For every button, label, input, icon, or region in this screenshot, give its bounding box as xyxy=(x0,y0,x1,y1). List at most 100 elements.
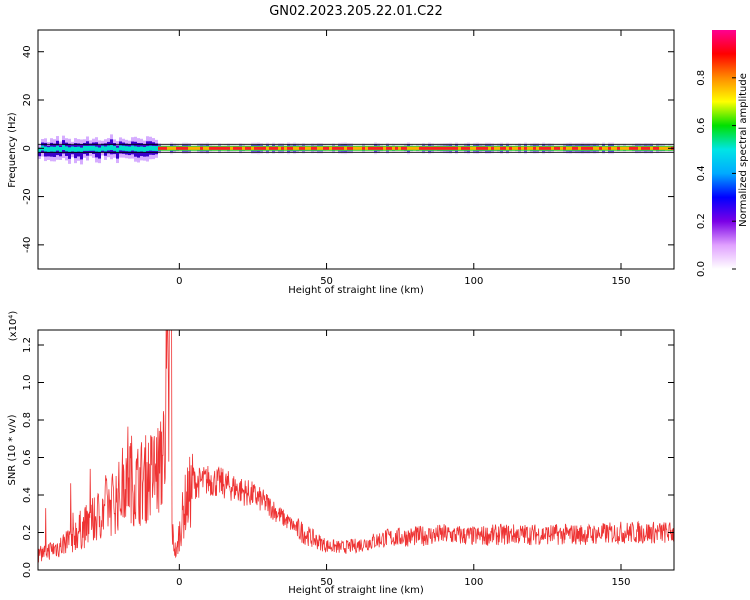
heatmap-cell xyxy=(539,146,542,150)
heatmap-cell xyxy=(209,146,212,150)
heatmap-cell xyxy=(452,146,455,150)
heatmap-cell xyxy=(371,146,374,150)
heatmap-cell xyxy=(662,146,665,150)
heatmap-cell xyxy=(497,146,500,150)
heatmap-cell xyxy=(389,146,392,150)
heatmap-cell xyxy=(311,146,314,150)
colorbar-scale xyxy=(712,30,736,269)
heatmap-cell xyxy=(251,146,254,150)
heatmap-cell xyxy=(461,146,464,150)
heatmap-cell xyxy=(125,146,128,152)
heatmap-cell xyxy=(473,146,476,150)
heatmap-cell xyxy=(530,146,533,150)
heatmap-cell xyxy=(635,146,638,150)
heatmap-cell xyxy=(428,146,431,150)
heatmap-cell xyxy=(338,146,341,150)
heatmap-cell xyxy=(284,146,287,150)
colorbar-tick-label: 0.8 xyxy=(696,70,707,86)
heatmap-cell xyxy=(266,146,269,150)
heatmap-cell xyxy=(302,146,305,150)
heatmap-cell xyxy=(398,146,401,150)
x-tick-label: 150 xyxy=(611,276,630,287)
heatmap-cell xyxy=(464,146,467,150)
y-tick-label: 0.6 xyxy=(22,450,33,466)
heatmap-cell xyxy=(446,146,449,150)
heatmap-cell xyxy=(524,146,527,150)
heatmap-cell xyxy=(545,146,548,150)
heatmap-cell xyxy=(239,146,242,150)
heatmap-cell xyxy=(665,146,668,150)
heatmap-cell xyxy=(365,146,368,150)
heatmap-cell xyxy=(404,146,407,150)
heatmap-cell xyxy=(182,146,185,150)
heatmap-cell xyxy=(290,146,293,150)
heatmap-cell xyxy=(260,146,263,150)
heatmap-cell xyxy=(590,146,593,150)
heatmap-cell xyxy=(95,146,98,152)
heatmap-cell xyxy=(230,146,233,150)
y-tick-label: 0.2 xyxy=(22,525,33,541)
y-tick-label: 0 xyxy=(22,145,33,151)
colorbar-ticks: 0.0 0.2 0.4 0.6 0.8 xyxy=(696,70,736,277)
heatmap-cell xyxy=(314,146,317,150)
spectrogram-axes: 0 50 100 150 40 20 0 -20 -40 xyxy=(22,30,674,287)
heatmap-cell xyxy=(551,146,554,150)
heatmap-cell xyxy=(425,146,428,150)
heatmap-cell xyxy=(449,146,452,150)
heatmap-cell xyxy=(626,146,629,150)
heatmap-cell xyxy=(563,146,566,150)
heatmap-cell xyxy=(383,146,386,150)
heatmap-cell xyxy=(131,145,134,151)
heatmap-cell xyxy=(140,146,143,152)
snr-scale-label: (x10⁴) xyxy=(8,311,19,342)
heatmap-cell xyxy=(557,146,560,150)
heatmap-cell xyxy=(413,146,416,150)
heatmap-cell xyxy=(605,146,608,150)
spectrogram-panel: 0 50 100 150 40 20 0 -20 -40 Height of straight … xyxy=(7,29,675,296)
heatmap-cell xyxy=(218,146,221,150)
heatmap-cell xyxy=(215,146,218,150)
y-tick-label: 40 xyxy=(22,45,33,58)
heatmap-cell xyxy=(521,146,524,150)
x-tick-label: 150 xyxy=(611,577,630,588)
heatmap-cell xyxy=(359,146,362,150)
heatmap-cell xyxy=(56,145,59,151)
heatmap-cell xyxy=(335,146,338,150)
heatmap-cell xyxy=(248,146,251,150)
snr-x-label: Height of straight line (km) xyxy=(288,585,424,596)
heatmap-cell xyxy=(281,146,284,150)
heatmap-cell xyxy=(443,146,446,150)
heatmap-cell xyxy=(623,146,626,150)
heatmap-cell xyxy=(329,146,332,150)
heatmap-cell xyxy=(62,145,65,151)
heatmap-cell xyxy=(380,146,383,150)
x-tick-label: 0 xyxy=(176,276,182,287)
heatmap-cell xyxy=(299,146,302,150)
heatmap-cell xyxy=(437,146,440,150)
heatmap-cell xyxy=(188,146,191,150)
heatmap-cell xyxy=(632,146,635,150)
heatmap-cell xyxy=(305,146,308,150)
heatmap-cell xyxy=(53,146,56,152)
heatmap-cell xyxy=(113,145,116,151)
heatmap-cell xyxy=(515,146,518,150)
heatmap-cell xyxy=(74,146,77,152)
heatmap-cell xyxy=(638,146,641,150)
heatmap-cell xyxy=(134,146,137,152)
heatmap-cell xyxy=(158,146,161,150)
heatmap-cell xyxy=(659,146,662,150)
y-tick-label: 0.4 xyxy=(22,487,33,503)
colorbar-tick-label: 0.4 xyxy=(696,165,707,181)
heatmap-cell xyxy=(566,146,569,150)
heatmap-cell xyxy=(221,146,224,150)
heatmap-cell xyxy=(47,147,50,153)
heatmap-cell xyxy=(587,146,590,150)
heatmap-cell xyxy=(59,147,62,153)
heatmap-cell xyxy=(86,145,89,151)
y-tick-label: -40 xyxy=(22,237,33,253)
heatmap-cell xyxy=(257,146,260,150)
snr-plot-area xyxy=(38,330,674,570)
heatmap-cell xyxy=(431,146,434,150)
heatmap-cell xyxy=(287,146,290,150)
